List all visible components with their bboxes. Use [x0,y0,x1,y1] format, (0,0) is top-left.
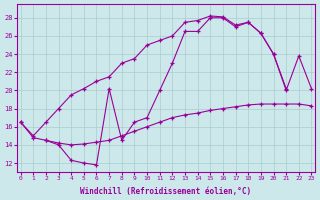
X-axis label: Windchill (Refroidissement éolien,°C): Windchill (Refroidissement éolien,°C) [80,187,252,196]
